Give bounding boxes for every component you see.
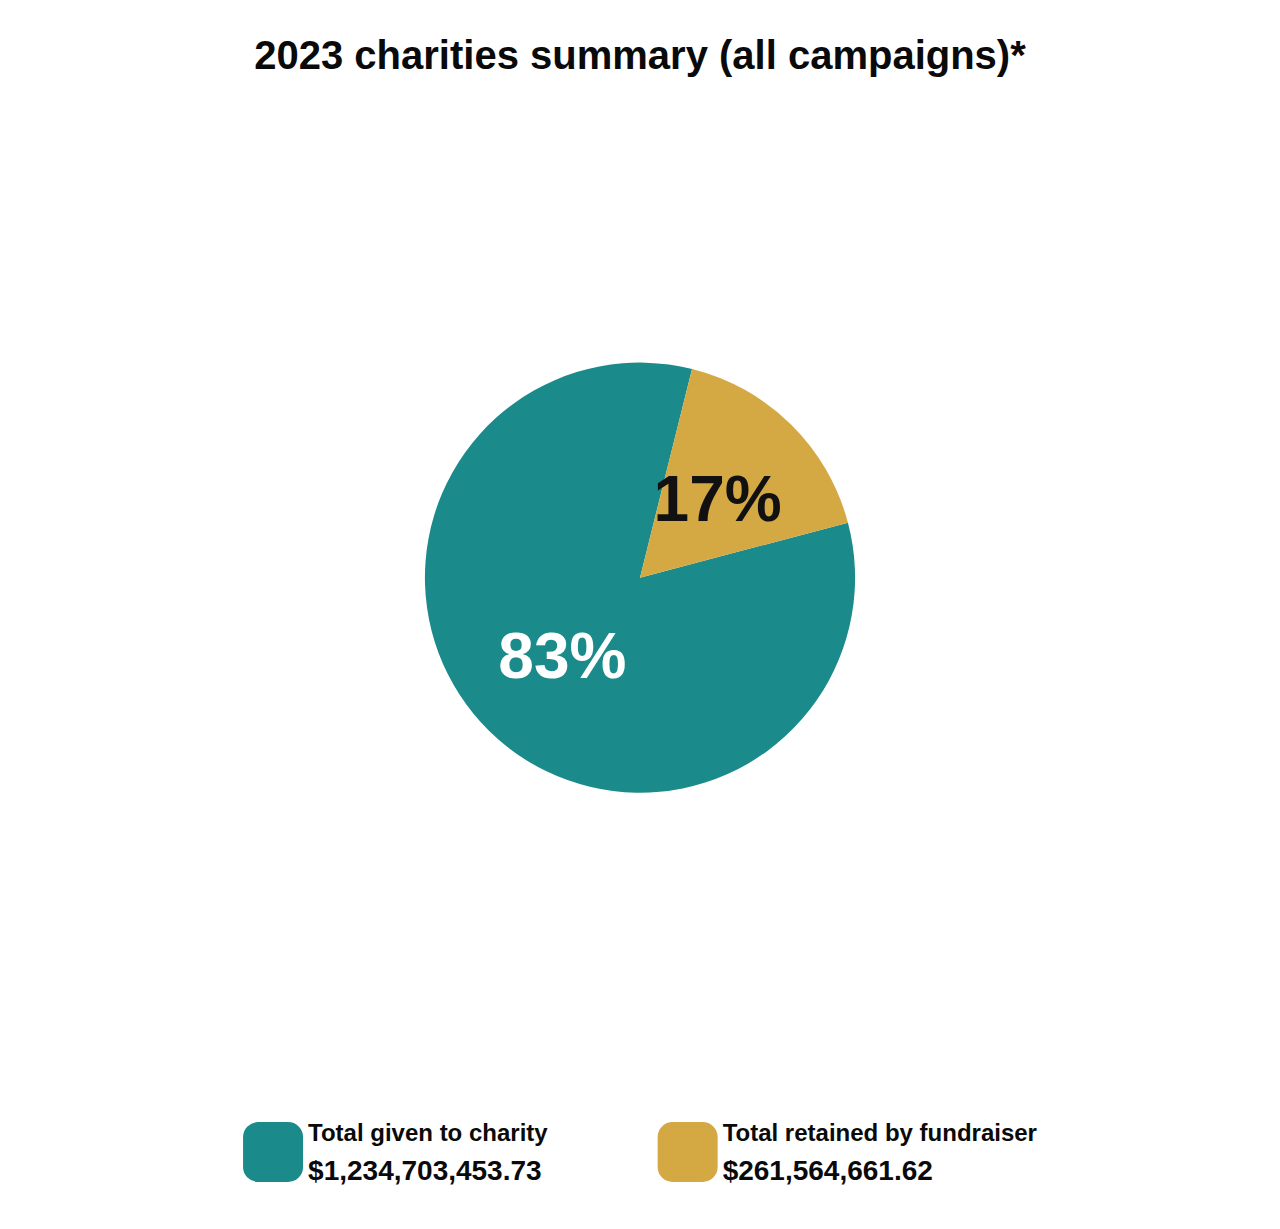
svg-text:Total retained by fundraiser: Total retained by fundraiser bbox=[723, 1119, 1037, 1146]
svg-text:$1,234,703,453.73: $1,234,703,453.73 bbox=[308, 1155, 542, 1186]
svg-text:2023 charities summary (all ca: 2023 charities summary (all campaigns)* bbox=[254, 33, 1026, 77]
svg-text:83%: 83% bbox=[498, 620, 626, 692]
svg-text:Total given to charity: Total given to charity bbox=[308, 1119, 548, 1146]
svg-text:17%: 17% bbox=[654, 463, 782, 535]
svg-text:$261,564,661.62: $261,564,661.62 bbox=[723, 1155, 933, 1186]
